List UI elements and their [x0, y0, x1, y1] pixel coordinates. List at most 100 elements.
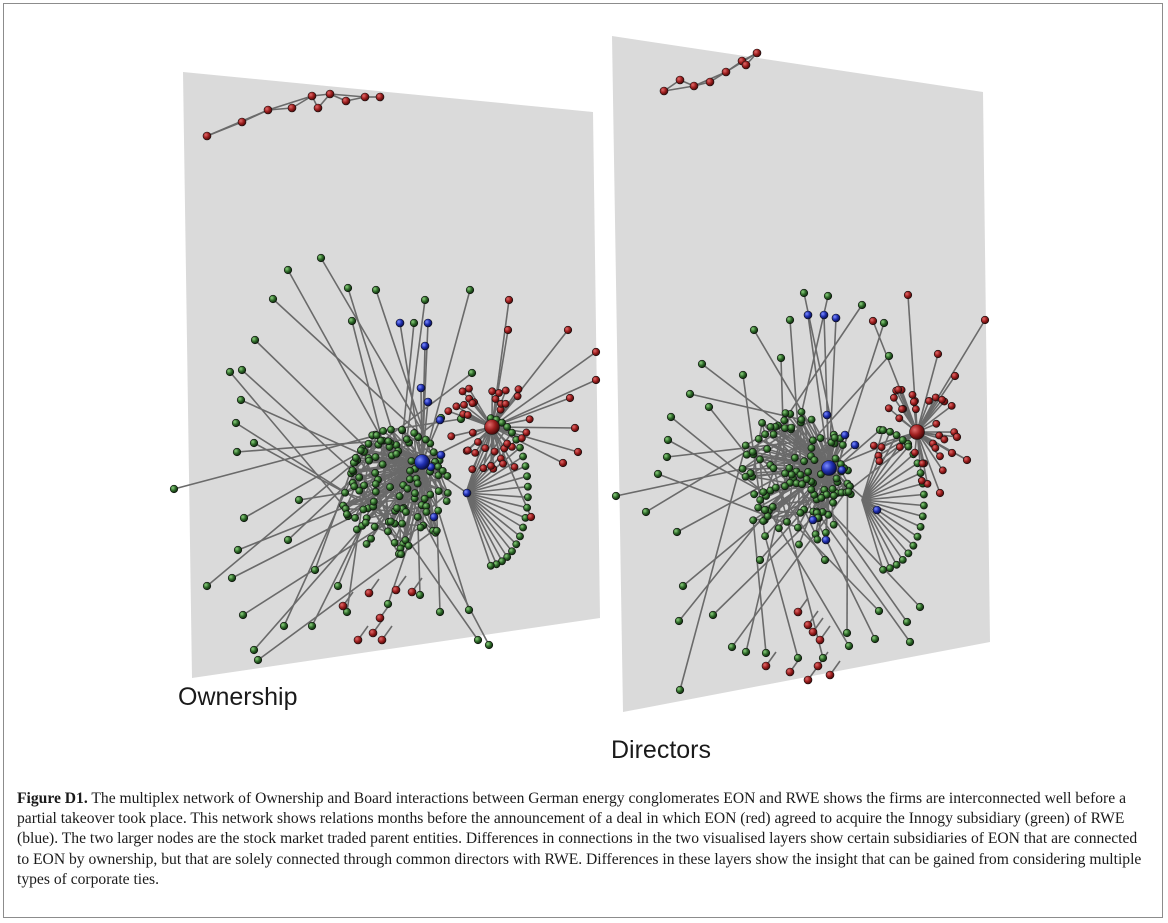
innogy-node — [253, 655, 263, 665]
rwe-node — [423, 397, 433, 407]
ownership-nodes — [169, 89, 601, 665]
network-edge — [465, 492, 508, 558]
network-edge — [679, 445, 747, 691]
network-figure: Ownership Directors — [169, 36, 990, 764]
innogy-node — [442, 497, 451, 505]
innogy-node — [249, 438, 259, 448]
innogy-node — [776, 353, 786, 363]
eon-node — [935, 431, 944, 440]
rwe-node — [821, 460, 837, 476]
innogy-node — [402, 508, 410, 516]
eon-node — [950, 371, 960, 381]
innogy-node — [503, 553, 512, 561]
innogy-node — [232, 447, 242, 457]
rwe-node — [462, 488, 472, 498]
innogy-node — [426, 490, 435, 499]
eon-node — [558, 458, 568, 468]
network-edge — [663, 85, 695, 92]
innogy-node — [169, 484, 179, 494]
eon-node — [911, 448, 919, 457]
innogy-node — [225, 367, 235, 377]
innogy-node — [473, 635, 483, 645]
innogy-node — [761, 648, 771, 658]
network-edge — [667, 439, 764, 493]
innogy-node — [403, 484, 412, 493]
innogy-node — [816, 434, 825, 442]
innogy-node — [791, 453, 799, 462]
eon-node — [591, 375, 601, 385]
eon-node — [570, 423, 580, 433]
eon-node — [741, 60, 751, 70]
network-edge — [354, 440, 390, 519]
network-edge — [253, 442, 346, 494]
innogy-node — [810, 456, 819, 464]
innogy-node — [386, 483, 394, 491]
network-edge — [465, 492, 513, 552]
innogy-node — [435, 607, 445, 617]
innogy-node — [386, 517, 395, 526]
innogy-node — [268, 294, 278, 304]
innogy-node — [310, 565, 320, 575]
innogy-node — [343, 283, 353, 293]
eon-node — [514, 385, 523, 394]
innogy-node — [434, 487, 443, 495]
innogy-node — [465, 285, 475, 295]
innogy-node — [503, 423, 512, 431]
innogy-node — [409, 318, 419, 328]
network-edge — [872, 320, 918, 433]
directors-layer-label: Directors — [611, 736, 711, 764]
eon-node — [307, 91, 317, 101]
ownership-layer: Ownership — [169, 72, 601, 711]
rwe-node — [435, 415, 445, 425]
eon-node — [452, 402, 461, 411]
innogy-node — [429, 448, 438, 457]
innogy-node — [355, 486, 364, 495]
network-edge — [206, 461, 356, 587]
innogy-node — [760, 505, 770, 515]
innogy-node — [813, 535, 822, 544]
innogy-node — [364, 439, 373, 448]
innogy-node — [756, 455, 764, 464]
innogy-node — [759, 517, 768, 525]
innogy-node — [738, 370, 748, 380]
innogy-node — [413, 513, 422, 521]
innogy-node — [523, 503, 531, 512]
network-edge — [810, 419, 851, 487]
innogy-node — [830, 491, 838, 500]
innogy-node — [793, 653, 803, 663]
innogy-node — [828, 485, 837, 493]
innogy-node — [918, 512, 927, 521]
network-edge — [420, 387, 423, 463]
innogy-node — [434, 506, 443, 515]
network-edge — [329, 93, 366, 98]
eon-node — [815, 635, 825, 645]
network-edge — [465, 492, 526, 519]
network-edge — [861, 446, 910, 501]
innogy-node — [283, 265, 293, 275]
network-edge — [701, 363, 812, 449]
network-edge — [465, 492, 492, 567]
innogy-node — [741, 441, 750, 450]
eon-node — [980, 315, 990, 325]
innogy-node — [411, 489, 419, 498]
eon-node — [377, 635, 387, 645]
rwe-node — [837, 465, 847, 475]
innogy-node — [347, 316, 357, 326]
eon-node — [705, 77, 715, 87]
innogy-node — [307, 621, 317, 631]
network-edge — [615, 468, 743, 497]
network-edge — [861, 499, 898, 566]
innogy-node — [672, 527, 682, 537]
innogy-node — [832, 474, 841, 483]
network-edge — [465, 492, 503, 562]
eon-node — [468, 428, 477, 437]
innogy-node — [781, 482, 789, 491]
innogy-node — [741, 647, 751, 657]
eon-node — [481, 444, 490, 452]
eon-node — [522, 428, 531, 437]
eon-node — [287, 103, 297, 113]
eon-node — [890, 393, 898, 402]
innogy-node — [362, 540, 371, 548]
network-edge — [861, 499, 910, 554]
network-edge — [797, 527, 880, 612]
